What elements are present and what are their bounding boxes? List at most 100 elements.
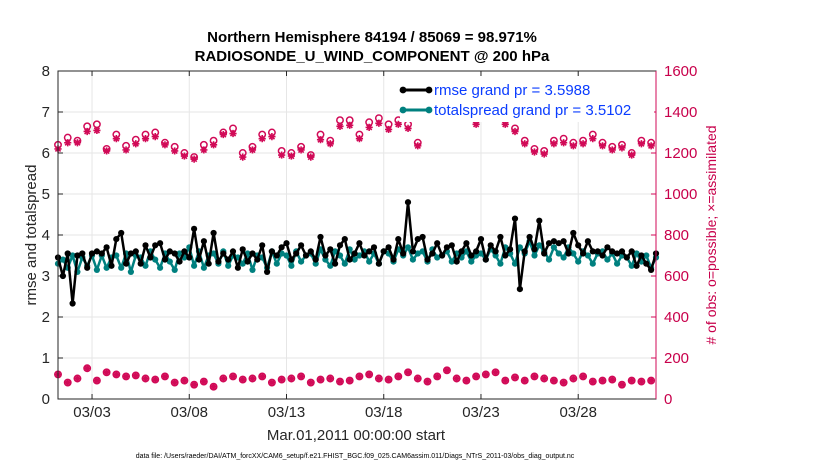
rmse-point bbox=[84, 264, 91, 271]
obs-assimilated-marker bbox=[297, 372, 305, 381]
rmse-point bbox=[429, 250, 436, 257]
y-left-tick-label: 4 bbox=[42, 227, 50, 244]
spread-point bbox=[210, 250, 217, 257]
legend-spread-marker-left bbox=[399, 106, 407, 114]
obs-assimilated-marker bbox=[550, 376, 558, 385]
obs-assimilated-marker bbox=[385, 375, 393, 384]
rmse-point bbox=[541, 250, 548, 257]
spread-point bbox=[191, 262, 198, 269]
rmse-point bbox=[385, 244, 392, 251]
rmse-point bbox=[161, 256, 169, 263]
rmse-point bbox=[468, 252, 475, 259]
rmse-point bbox=[317, 233, 324, 241]
obs-assimilated-marker bbox=[628, 151, 636, 159]
rmse-point bbox=[123, 260, 130, 267]
rmse-point bbox=[487, 242, 494, 249]
obs-assimilated-marker bbox=[112, 135, 120, 143]
obs-assimilated-marker bbox=[618, 144, 626, 152]
spread-point bbox=[152, 256, 159, 263]
y-left-label: rmse and totalspread bbox=[23, 165, 40, 306]
obs-assimilated-marker bbox=[550, 140, 558, 148]
rmse-point bbox=[205, 260, 212, 267]
spread-point bbox=[225, 262, 232, 269]
spread-point bbox=[414, 250, 421, 257]
rmse-point bbox=[181, 248, 188, 255]
rmse-point bbox=[210, 229, 217, 237]
rmse-point bbox=[200, 238, 207, 245]
y-right-label: # of obs: o=possible; ×=assimilated bbox=[703, 125, 719, 344]
rmse-point bbox=[361, 252, 368, 259]
series-lines bbox=[54, 199, 660, 307]
rmse-point bbox=[419, 233, 426, 241]
rmse-point bbox=[93, 248, 100, 255]
spread-point bbox=[409, 256, 416, 263]
spread-point bbox=[633, 250, 640, 257]
legend-box bbox=[400, 76, 654, 122]
rmse-point bbox=[132, 248, 139, 255]
rmse-point bbox=[550, 238, 558, 245]
rmse-point bbox=[463, 240, 470, 247]
y-left-tick-label: 7 bbox=[42, 104, 50, 121]
spread-point bbox=[643, 252, 650, 259]
spread-point bbox=[59, 256, 66, 263]
rmse-point bbox=[307, 248, 314, 255]
obs-assimilated-marker bbox=[511, 373, 519, 382]
y-left-tick-label: 3 bbox=[42, 268, 50, 285]
obs-assimilated-marker bbox=[132, 140, 140, 148]
rmse-point bbox=[239, 246, 246, 253]
rmse-point bbox=[98, 250, 105, 257]
rmse-point bbox=[234, 264, 241, 271]
obs-assimilated-marker bbox=[200, 377, 208, 386]
rmse-point bbox=[599, 252, 606, 259]
obs-assimilated-marker bbox=[239, 375, 247, 384]
y-right-tick-label: 1200 bbox=[664, 145, 697, 162]
obs-assimilated-marker bbox=[365, 370, 373, 378]
obs-assimilated-marker bbox=[219, 374, 227, 383]
obs-assimilated-marker bbox=[346, 121, 354, 129]
obs-assimilated-marker bbox=[200, 146, 208, 154]
footer-data-file: data file: /Users/raeder/DAI/ATM_forcXX/… bbox=[136, 453, 575, 460]
x-tick-label: 03/03 bbox=[73, 404, 111, 421]
rmse-point bbox=[439, 252, 446, 259]
spread-point bbox=[93, 266, 100, 273]
obs-assimilated-marker bbox=[375, 374, 383, 383]
obs-assimilated-marker bbox=[316, 136, 325, 144]
obs-assimilated-marker bbox=[501, 376, 509, 385]
rmse-point bbox=[336, 242, 344, 249]
legend: rmse grand pr = 3.5988 totalspread grand… bbox=[399, 76, 654, 122]
spread-point bbox=[536, 242, 543, 249]
obs-assimilated-marker bbox=[598, 142, 607, 150]
y-left-tick-label: 8 bbox=[42, 63, 50, 80]
rmse-point bbox=[69, 300, 76, 307]
rmse-point bbox=[507, 246, 514, 253]
obs-assimilated-marker bbox=[64, 139, 72, 147]
rmse-point bbox=[244, 258, 251, 265]
rmse-point bbox=[545, 240, 553, 247]
rmse-point bbox=[531, 246, 538, 253]
obs-assimilated-marker bbox=[297, 146, 305, 154]
spread-point bbox=[545, 256, 553, 263]
rmse-point bbox=[113, 236, 120, 243]
rmse-point bbox=[166, 248, 173, 255]
obs-assimilated-marker bbox=[453, 374, 461, 383]
rmse-point bbox=[628, 248, 635, 255]
obs-assimilated-marker bbox=[579, 140, 587, 148]
spread-point bbox=[404, 244, 412, 251]
rmse-point bbox=[118, 229, 125, 237]
obs-count-markers bbox=[54, 97, 656, 391]
rmse-point bbox=[254, 256, 261, 263]
rmse-point bbox=[259, 242, 266, 249]
spread-point bbox=[570, 250, 577, 257]
rmse-point bbox=[88, 250, 96, 257]
obs-assimilated-marker bbox=[161, 141, 169, 149]
rmse-point bbox=[473, 248, 480, 255]
obs-assimilated-marker bbox=[112, 370, 120, 378]
rmse-point bbox=[59, 272, 66, 280]
obs-assimilated-marker bbox=[161, 372, 169, 381]
rmse-point bbox=[623, 254, 630, 261]
obs-assimilated-marker bbox=[171, 379, 179, 387]
obs-assimilated-marker bbox=[618, 381, 626, 389]
obs-assimilated-marker bbox=[287, 152, 295, 160]
y-right-tick-label: 400 bbox=[664, 309, 689, 326]
rmse-point bbox=[502, 252, 509, 259]
